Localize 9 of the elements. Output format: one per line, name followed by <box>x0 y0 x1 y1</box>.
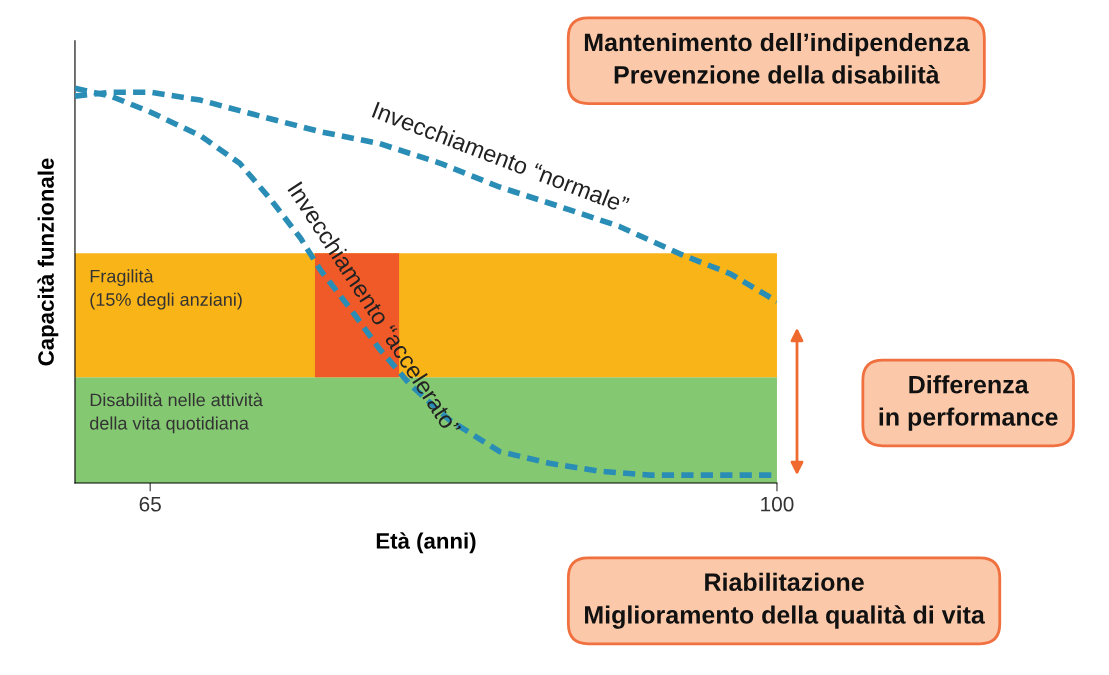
text: Mantenimento dell’indipendenza Prevenzione della disabilità <box>584 32 970 84</box>
x-axis-title: Età (anni) <box>376 532 476 554</box>
band-label: Fragilità (15% degli anziani) <box>90 269 242 310</box>
text: Differenza in performance <box>879 375 1058 431</box>
band-label: Disabilità nelle attività della vita quotidiana <box>90 392 263 434</box>
x-tick-label: 65 <box>139 496 161 512</box>
text: Riabilitazione Miglioramento della qualità di vita <box>585 572 985 629</box>
x-tick-label: 100 <box>761 496 794 512</box>
y-axis-title: Capacità funzionale <box>37 158 59 366</box>
